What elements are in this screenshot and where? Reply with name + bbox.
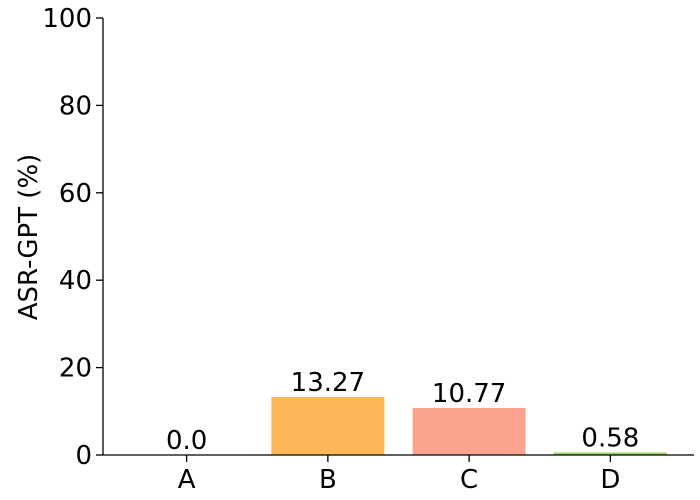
bar-c xyxy=(412,407,526,455)
y-tick-label: 80 xyxy=(59,91,92,121)
data-label-b: 13.27 xyxy=(291,368,365,398)
x-tick-label-b: B xyxy=(319,465,337,495)
y-axis-label: ASR-GPT (%) xyxy=(14,154,44,321)
bars xyxy=(271,397,667,455)
bar-b xyxy=(271,397,385,455)
y-tick-label: 20 xyxy=(59,354,92,384)
y-tick-label: 100 xyxy=(42,4,92,34)
bar-d xyxy=(553,452,667,455)
x-axis-ticks: A B C D xyxy=(178,455,620,495)
data-labels: 0.0 13.27 10.77 0.58 xyxy=(166,368,639,456)
y-tick-label: 0 xyxy=(75,441,92,471)
x-tick-label-d: D xyxy=(600,465,620,495)
y-tick-label: 40 xyxy=(59,266,92,296)
data-label-d: 0.58 xyxy=(581,423,639,453)
x-tick-label-a: A xyxy=(178,465,196,495)
y-axis-ticks: 0 20 40 60 80 100 xyxy=(42,4,103,471)
data-label-a: 0.0 xyxy=(166,426,207,456)
data-label-c: 10.77 xyxy=(432,379,506,409)
y-tick-label: 60 xyxy=(59,179,92,209)
x-tick-label-c: C xyxy=(460,465,478,495)
